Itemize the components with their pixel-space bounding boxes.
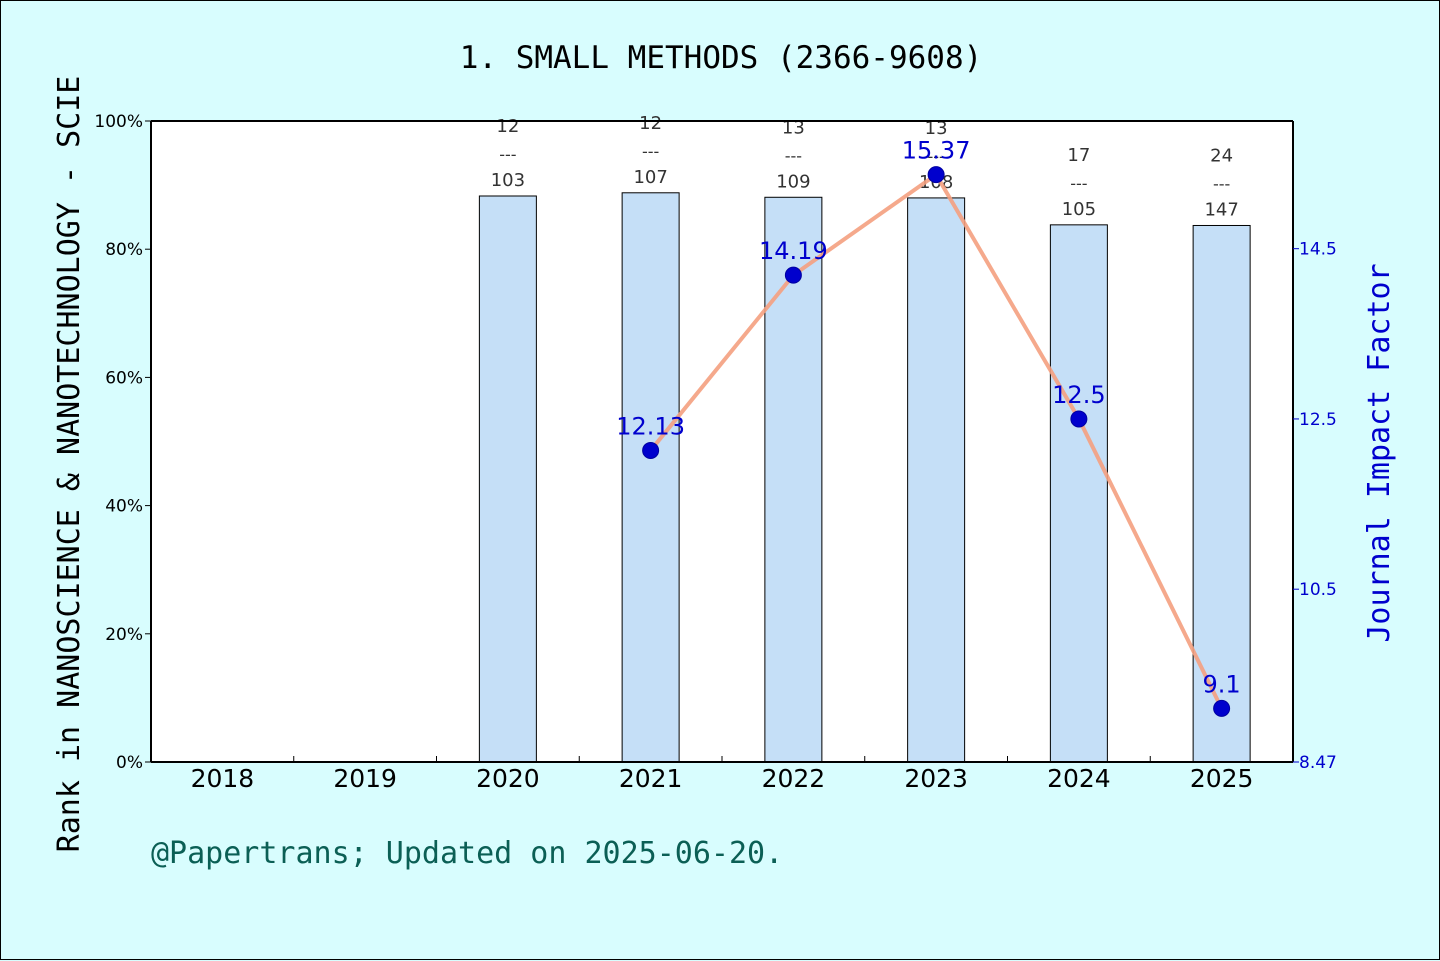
rank-separator-2023: --- xyxy=(927,147,944,166)
left-tick-label: 0% xyxy=(116,753,143,773)
impact-label-2023: 15.37 xyxy=(902,137,971,165)
rank-label-2020: 12 xyxy=(496,116,519,137)
rank-label-2025: 24 xyxy=(1210,145,1233,166)
right-tick-label: 14.5 xyxy=(1299,240,1337,260)
rank-separator-2025: --- xyxy=(1213,174,1230,193)
x-tick-label-2023: 2023 xyxy=(904,764,968,793)
impact-label-2021: 12.13 xyxy=(616,412,685,440)
impact-point-2021 xyxy=(642,441,660,459)
impact-label-2024: 12.5 xyxy=(1052,381,1105,409)
left-tick-label: 100% xyxy=(94,112,143,132)
x-tick-label-2020: 2020 xyxy=(476,764,540,793)
rank-label-2022: 13 xyxy=(782,117,805,138)
rank-total-2022: 109 xyxy=(776,171,810,192)
impact-point-2025 xyxy=(1213,699,1231,717)
left-tick-label: 60% xyxy=(105,368,143,388)
x-tick-label-2025: 2025 xyxy=(1190,764,1254,793)
right-tick-label: 12.5 xyxy=(1299,410,1337,430)
impact-point-2022 xyxy=(784,266,802,284)
x-tick-label-2022: 2022 xyxy=(762,764,826,793)
bar-2023 xyxy=(907,197,966,763)
rank-total-2025: 147 xyxy=(1204,199,1238,220)
rank-separator-2021: --- xyxy=(642,142,659,161)
bar-2022 xyxy=(764,196,823,763)
x-tick-label-2018: 2018 xyxy=(191,764,255,793)
left-tick-label: 20% xyxy=(105,625,143,645)
impact-label-2022: 14.19 xyxy=(759,237,828,265)
rank-total-2020: 103 xyxy=(491,170,525,191)
chart-title: 1. SMALL METHODS (2366-9608) xyxy=(460,40,983,76)
x-tick-label-2021: 2021 xyxy=(619,764,683,793)
rank-label-2023: 13 xyxy=(925,118,948,139)
bar-2020 xyxy=(478,195,537,763)
plot-area xyxy=(151,121,1293,762)
right-tick-label: 10.5 xyxy=(1299,580,1337,600)
x-tick-label-2024: 2024 xyxy=(1047,764,1111,793)
rank-separator-2020: --- xyxy=(499,145,516,164)
impact-point-2023 xyxy=(927,166,945,184)
impact-point-2024 xyxy=(1070,410,1088,428)
rank-total-2024: 105 xyxy=(1062,199,1096,220)
bar-2021 xyxy=(621,192,680,763)
left-axis-title: Rank in NANOSCIENCE & NANOTECHNOLOGY - S… xyxy=(52,76,87,853)
footer-credit: @Papertrans; Updated on 2025-06-20. xyxy=(151,836,784,871)
left-tick-label: 80% xyxy=(105,240,143,260)
impact-label-2025: 9.1 xyxy=(1203,670,1241,698)
rank-label-2024: 17 xyxy=(1067,145,1090,166)
right-tick-label: 8.47 xyxy=(1299,753,1337,773)
left-tick-label: 40% xyxy=(105,497,143,517)
bar-2024 xyxy=(1049,224,1108,763)
right-axis-title: Journal Impact Factor xyxy=(1362,263,1397,642)
rank-separator-2022: --- xyxy=(785,146,802,165)
rank-label-2021: 12 xyxy=(639,113,662,134)
rank-total-2021: 107 xyxy=(633,167,667,188)
x-tick-label-2019: 2019 xyxy=(333,764,397,793)
rank-separator-2024: --- xyxy=(1070,174,1087,193)
